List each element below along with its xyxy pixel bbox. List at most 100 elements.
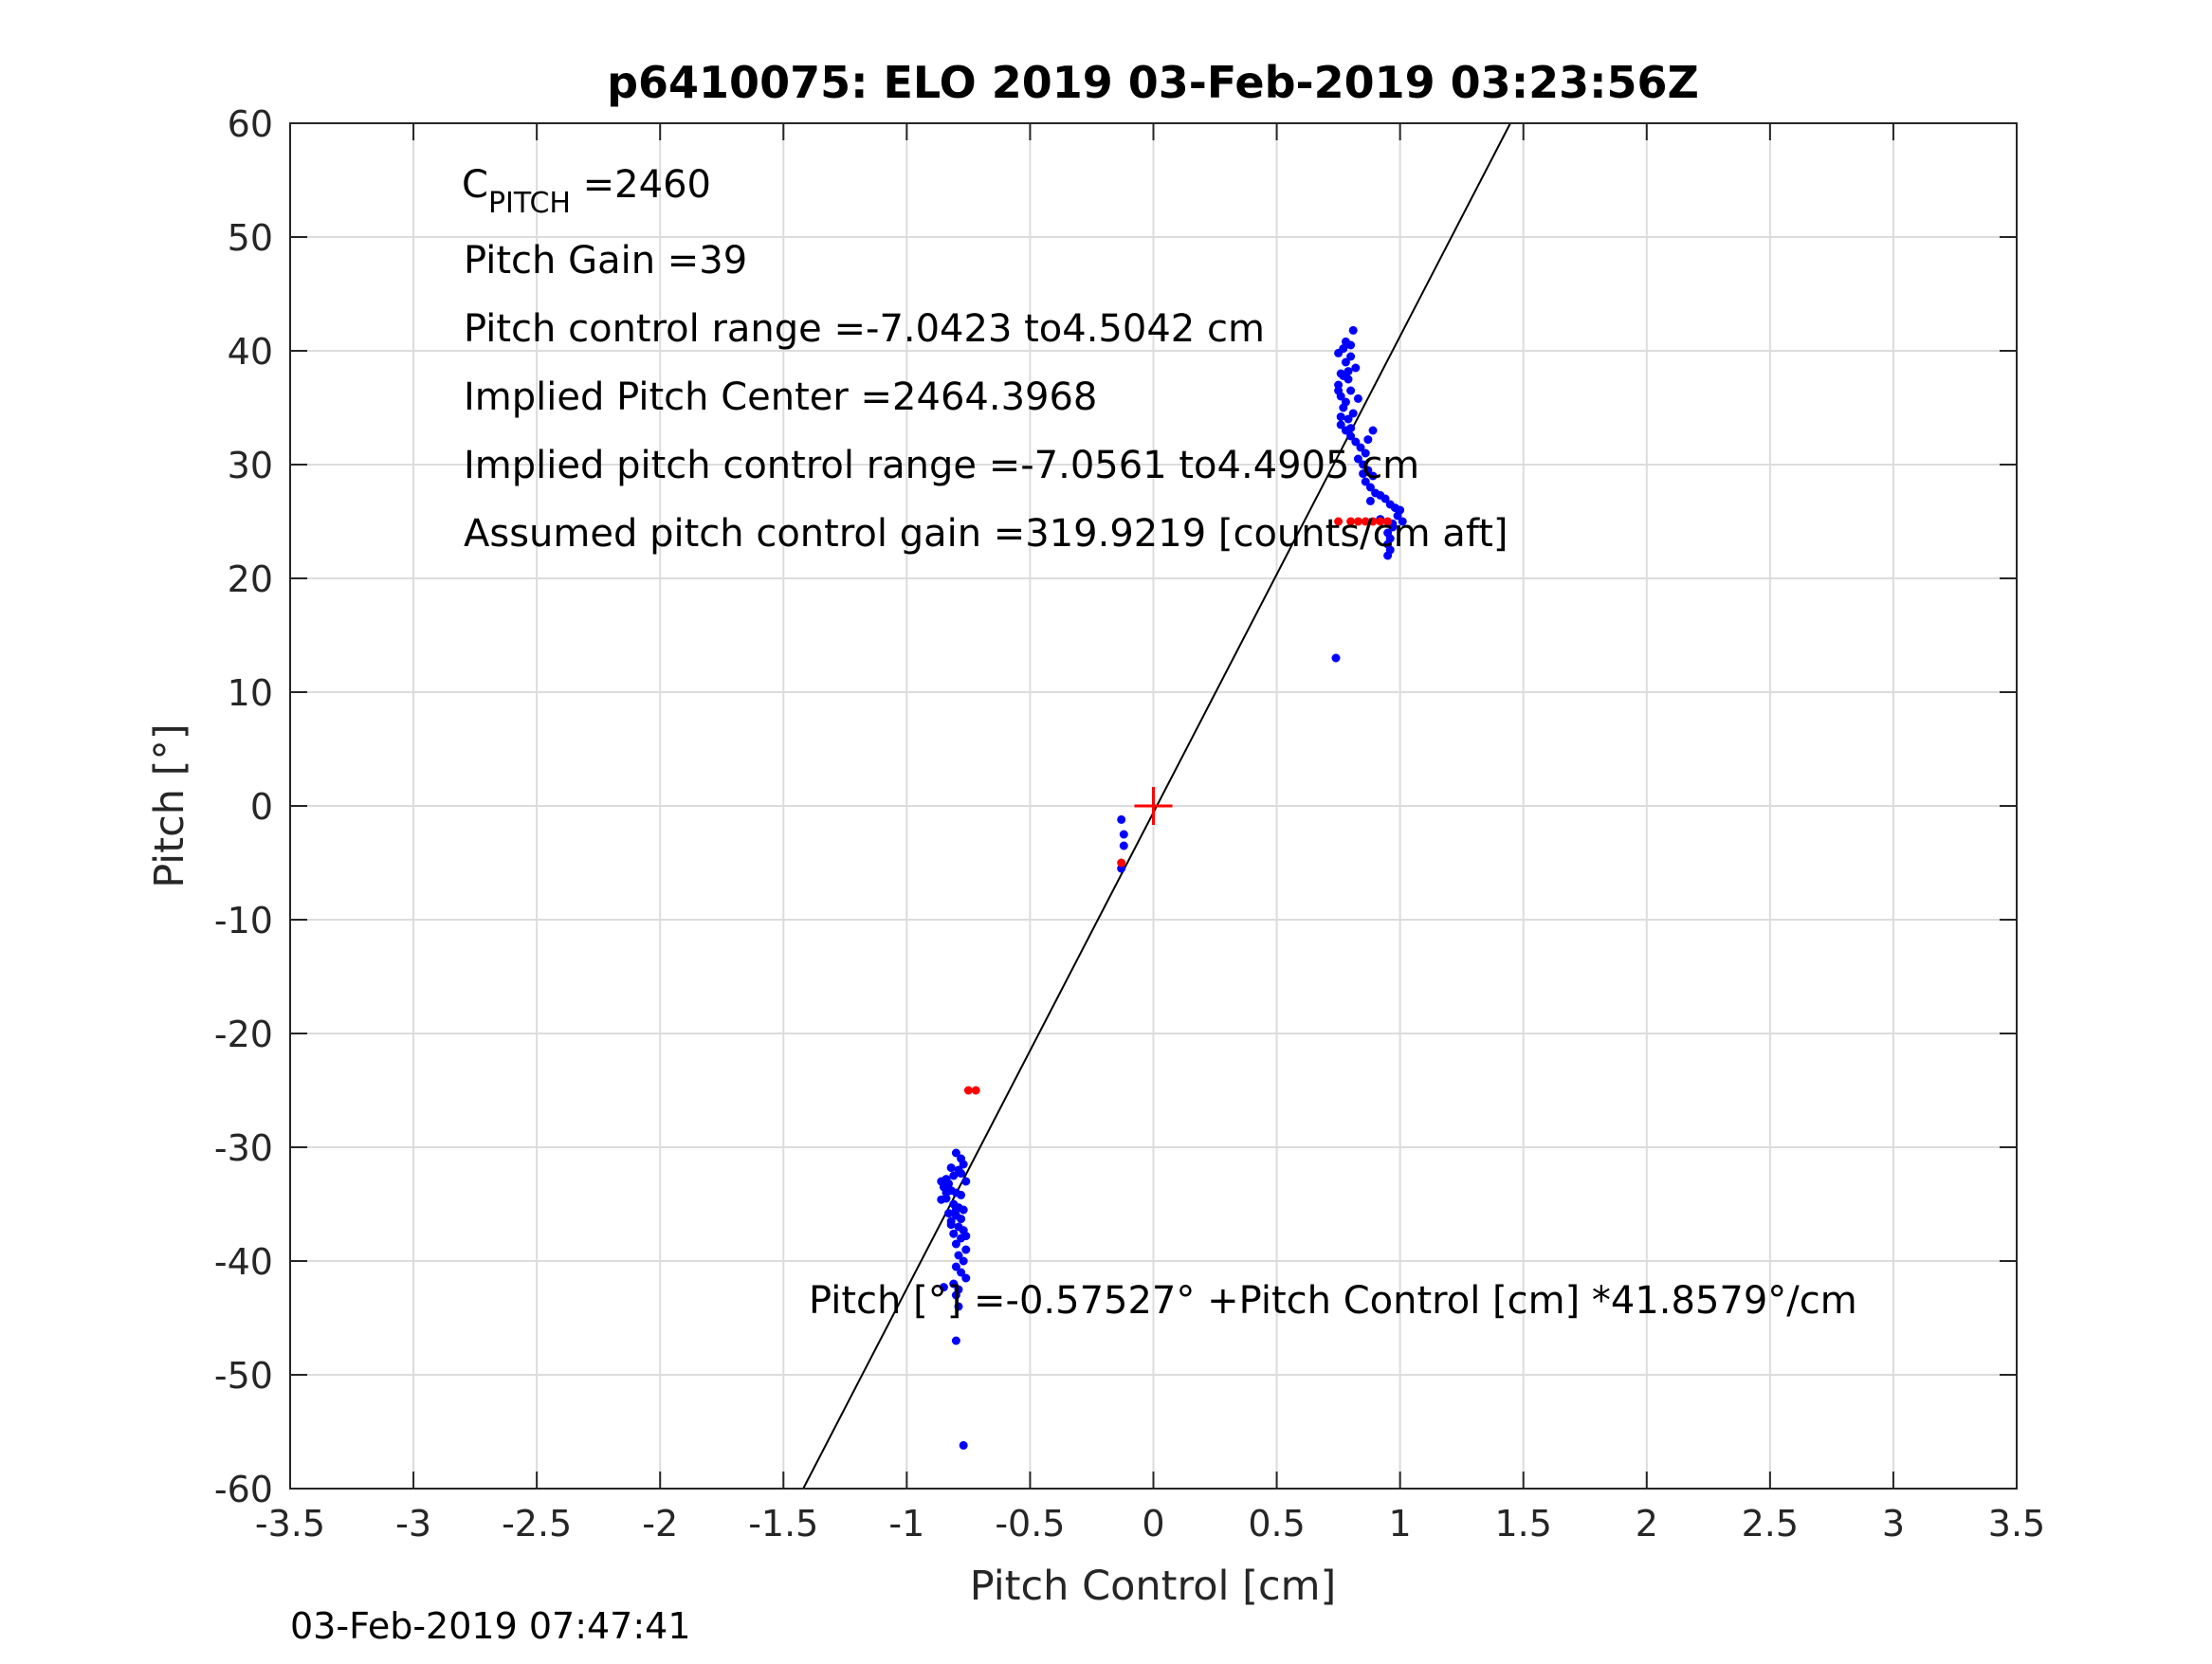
data-point: [1339, 403, 1348, 412]
y-tick-label: 40: [228, 331, 273, 373]
x-tick-label: 1: [1389, 1503, 1412, 1545]
data-point: [1398, 517, 1407, 526]
data-point: [951, 1205, 960, 1215]
data-point: [961, 1273, 971, 1283]
data-point: [1359, 460, 1368, 469]
data-point: [1359, 469, 1368, 479]
data-point: [937, 1195, 946, 1204]
data-point: [1365, 496, 1375, 505]
data-point: [957, 1190, 966, 1199]
c-pitch-base: C: [462, 163, 488, 207]
data-point: [1341, 337, 1350, 346]
y-tick-label: 50: [228, 217, 273, 259]
data-point: [959, 1205, 968, 1215]
y-tick-label: 30: [228, 445, 273, 486]
data-point: [1339, 371, 1348, 380]
data-point: [1380, 494, 1390, 503]
data-point: [944, 1209, 954, 1218]
c-pitch-value: =2460: [571, 163, 711, 207]
y-tick-label: -60: [214, 1469, 273, 1510]
data-point: [1336, 412, 1345, 422]
data-point: [1119, 830, 1128, 839]
x-tick-label: -1.5: [748, 1503, 818, 1545]
axis-ticks: -3.5 -3 -2.5 -2 -1.5 -1 -0.5 0 0.5 1 1.5 2 2.5 3 3.5 60…: [214, 103, 2045, 1545]
x-tick-label: 1.5: [1494, 1503, 1551, 1545]
data-point: [959, 1440, 968, 1450]
data-point: [1346, 386, 1356, 395]
data-point: [951, 1239, 960, 1249]
data-point: [957, 1268, 966, 1277]
x-axis-label: Pitch Control [cm]: [970, 1563, 1337, 1610]
data-point: [963, 1086, 973, 1095]
y-tick-label: -20: [214, 1014, 273, 1055]
data-point: [961, 1232, 971, 1241]
x-tick-label: -0.5: [995, 1503, 1065, 1545]
data-point: [1348, 409, 1358, 418]
y-tick-label: -30: [214, 1127, 273, 1169]
data-point: [949, 1279, 959, 1289]
data-point: [1383, 517, 1393, 526]
data-point: [1351, 437, 1361, 447]
data-point: [1361, 448, 1370, 458]
x-tick-label: -2.5: [502, 1503, 572, 1545]
data-point: [961, 1245, 971, 1254]
data-point: [1361, 477, 1370, 486]
y-tick-label: -10: [214, 900, 273, 942]
y-tick-label: 20: [228, 558, 273, 600]
x-tick-label: 0.5: [1248, 1503, 1305, 1545]
data-point: [957, 1215, 966, 1224]
data-point: [951, 1262, 960, 1271]
implied-center-annotation: Implied Pitch Center =2464.3968: [464, 375, 1097, 419]
data-point: [1346, 424, 1356, 433]
y-tick-label: 0: [250, 786, 273, 828]
data-point: [959, 1256, 968, 1266]
footer-timestamp: 03-Feb-2019 07:47:41: [290, 1605, 691, 1647]
y-tick-label: 60: [228, 103, 273, 145]
data-point: [951, 1336, 960, 1345]
data-point: [1334, 386, 1344, 395]
y-tick-label: -40: [214, 1241, 273, 1283]
data-point: [1348, 325, 1358, 335]
assumed-gain-annotation: Assumed pitch control gain =319.9219 [co…: [464, 512, 1508, 556]
data-point: [1331, 653, 1341, 663]
x-tick-label: 3: [1882, 1503, 1905, 1545]
data-point: [954, 1251, 963, 1260]
fit-equation-annotation: Pitch [°] =-0.57527° +Pitch Control [cm]…: [809, 1279, 1857, 1323]
data-point: [951, 1148, 960, 1158]
c-pitch-annotation: CPITCH =2460: [462, 163, 711, 220]
data-point: [1368, 471, 1378, 481]
data-point: [961, 1177, 971, 1186]
x-tick-label: 2: [1636, 1503, 1658, 1545]
chart-title: p6410075: ELO 2019 03-Feb-2019 03:23:56Z: [607, 57, 1699, 108]
c-pitch-subscript: PITCH: [488, 187, 571, 220]
y-tick-label: 10: [228, 672, 273, 714]
pitch-gain-annotation: Pitch Gain =39: [464, 239, 747, 283]
x-tick-label: 0: [1142, 1503, 1164, 1545]
data-point: [1368, 517, 1378, 526]
data-point: [1393, 511, 1402, 521]
x-tick-label: -2: [642, 1503, 678, 1545]
data-point: [1351, 363, 1361, 373]
data-point: [939, 1283, 948, 1292]
data-point: [1353, 393, 1362, 403]
data-point: [1336, 420, 1345, 430]
implied-range-annotation: Implied pitch control range =-7.0561 to4…: [464, 444, 1419, 487]
data-point: [1119, 841, 1128, 850]
data-point: [1346, 431, 1356, 441]
x-tick-label: 3.5: [1988, 1503, 2045, 1545]
data-point: [1353, 454, 1362, 464]
x-tick-label: -1: [888, 1503, 924, 1545]
data-point: [1368, 426, 1378, 435]
data-point: [1341, 357, 1350, 367]
data-point: [1376, 517, 1385, 526]
center-marker-group: [1134, 787, 1173, 825]
x-tick-label: -3: [395, 1503, 431, 1545]
data-point: [949, 1171, 959, 1180]
data-point: [951, 1290, 960, 1300]
data-point: [949, 1229, 959, 1238]
data-point: [1365, 483, 1375, 492]
data-point: [1353, 517, 1362, 526]
data-point: [971, 1086, 980, 1095]
data-point: [946, 1163, 956, 1173]
